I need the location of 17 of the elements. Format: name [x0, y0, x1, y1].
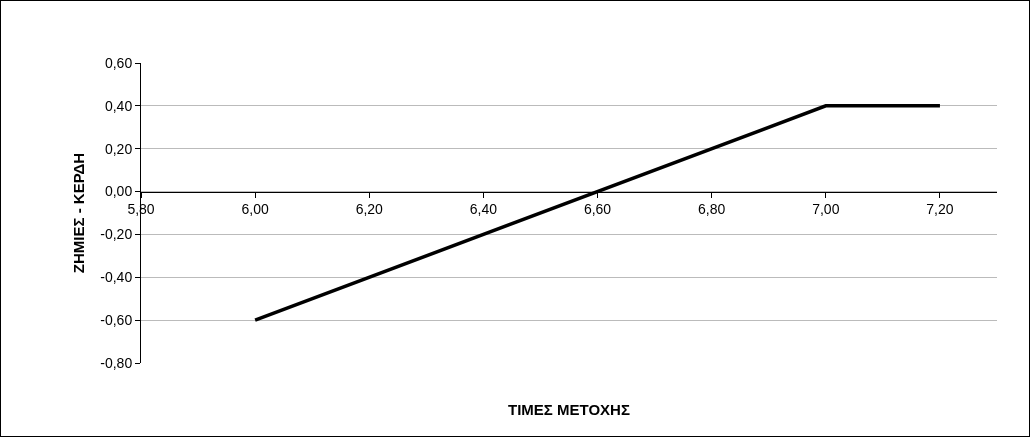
y-tick-label: -0,60 — [100, 312, 133, 329]
x-tick-label: 6,40 — [469, 201, 498, 218]
y-tick-label: -0,20 — [100, 226, 133, 243]
y-tick-label: -0,40 — [100, 269, 133, 286]
y-tick-label: 0,40 — [104, 97, 133, 114]
x-tick-label: 6,20 — [355, 201, 384, 218]
y-tick-label: 0,20 — [104, 140, 133, 157]
x-tick-label: 6,80 — [698, 201, 726, 218]
y-tick-label: 0,60 — [104, 54, 133, 71]
y-tick-label: -0,80 — [100, 354, 133, 371]
x-tick-label: 6,60 — [583, 201, 612, 218]
y-tick-label: 0,00 — [104, 183, 133, 200]
x-tick-label: 7,00 — [812, 201, 840, 218]
x-tick-label: 7,20 — [926, 201, 954, 218]
x-tick-label: 6,00 — [241, 201, 269, 218]
x-axis-title: ΤΙΜΕΣ ΜΕΤΟΧΗΣ — [508, 401, 630, 418]
y-axis-title: ΖΗΜΙΕΣ - ΚΕΡΔΗ — [69, 152, 87, 274]
